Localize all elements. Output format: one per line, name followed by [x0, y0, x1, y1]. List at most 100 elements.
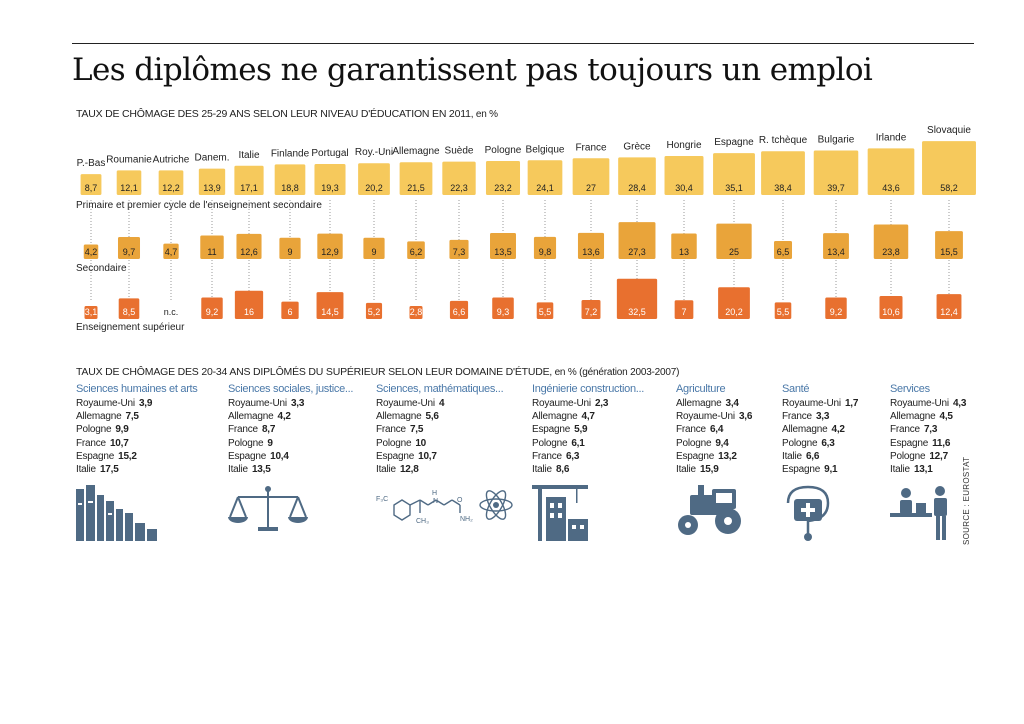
domain-row: France 3,3 — [782, 410, 922, 423]
country-name: Espagne — [782, 464, 821, 476]
domain-title: Ingénierie construction... — [532, 383, 645, 395]
bar-square — [281, 301, 299, 319]
bar-square — [718, 287, 750, 319]
rate-value: 10,7 — [418, 450, 437, 462]
value-label: 43,6 — [882, 183, 900, 193]
series-label-1: Secondaire — [76, 263, 127, 274]
value-label: 24,1 — [536, 183, 554, 193]
country-name: Royaume-Uni — [890, 398, 949, 409]
value-label: 15,5 — [940, 247, 958, 257]
domain-row: France 7,3 — [890, 423, 1024, 436]
domain-row: Italie 17,5 — [76, 463, 216, 476]
domain-row: Pologne 6,1 — [532, 437, 672, 450]
value-label: 13,6 — [582, 247, 600, 257]
molecule-label: H — [432, 490, 437, 497]
country-name: Allemagne — [228, 411, 274, 423]
rate-value: 6,3 — [565, 450, 580, 462]
domain-column: Services Royaume-Uni 4,3 Allemagne 4,5 France… — [890, 383, 1024, 540]
scales-icon — [228, 483, 308, 540]
bar-square — [201, 297, 223, 319]
rate-value: 6,1 — [571, 437, 585, 449]
country-name: Allemagne — [376, 411, 422, 423]
value-label: 30,4 — [675, 183, 693, 193]
bar-square — [618, 222, 656, 259]
top-rule — [72, 43, 974, 44]
books-icon — [76, 483, 158, 546]
rate-value: 9,1 — [824, 464, 838, 476]
domain-row: France 8,7 — [228, 423, 368, 436]
bar-square — [761, 151, 805, 195]
domain-row: Italie 13,5 — [228, 463, 368, 476]
country-name: Espagne — [228, 450, 267, 462]
rate-value: 6,4 — [709, 424, 724, 436]
rate-value: 8,6 — [555, 464, 570, 476]
value-label: 20,2 — [365, 183, 383, 193]
country-label: Bulgarie — [818, 134, 855, 145]
bar-square — [533, 236, 557, 259]
value-label: 5,2 — [368, 307, 381, 317]
domain-row: Royaume-Uni 4 — [376, 397, 516, 410]
value-label: 14,5 — [321, 307, 339, 317]
country-name: Royaume-Uni — [532, 398, 591, 409]
bar-square — [317, 233, 343, 259]
value-label: 13,5 — [494, 247, 512, 257]
country-label: Pologne — [485, 145, 522, 156]
domain-row: France 7,5 — [376, 423, 516, 436]
domain-row: Allemagne 4,2 — [228, 410, 368, 423]
value-label: 7,2 — [585, 307, 598, 317]
country-name: Italie — [532, 464, 552, 476]
value-label: 9 — [287, 247, 292, 257]
bar-square — [490, 233, 516, 259]
tractor-icon — [676, 483, 744, 540]
rate-value: 5,9 — [574, 424, 588, 436]
value-label: 9,3 — [497, 307, 510, 317]
value-label: 8,5 — [123, 307, 136, 317]
value-label: 9,2 — [206, 307, 219, 317]
bar-square — [449, 239, 469, 259]
bar-square — [84, 306, 98, 319]
country-label: R. tchèque — [759, 135, 808, 146]
country-label: Hongrie — [666, 140, 701, 151]
bar-square — [200, 235, 224, 259]
country-name: Espagne — [676, 450, 715, 462]
country-name: Royaume-Uni — [782, 398, 841, 409]
rate-value: 9,9 — [115, 424, 129, 436]
rate-value: 17,5 — [99, 464, 119, 476]
bar-square — [581, 300, 601, 319]
bar-square — [485, 160, 521, 195]
value-label: 12,1 — [120, 183, 138, 193]
unemployment-by-education-chart: Primaire et premier cycle de l'enseignem… — [76, 125, 976, 333]
country-name: Pologne — [228, 437, 264, 449]
domain-row: Allemagne 3,4 — [676, 397, 816, 410]
value-label: 9,2 — [830, 307, 843, 317]
value-label: 12,4 — [940, 307, 958, 317]
country-name: France — [676, 424, 706, 436]
bar-square — [536, 302, 554, 319]
rate-value: 4,3 — [952, 398, 967, 409]
bar-square — [449, 300, 469, 319]
value-label: 16 — [244, 307, 254, 317]
bar-square — [116, 170, 142, 195]
domain-column: Sciences sociales, justice... Royaume-Uni… — [228, 383, 368, 531]
bar-square — [314, 163, 346, 195]
value-label: 20,2 — [725, 307, 743, 317]
bar-square — [492, 297, 514, 319]
bar-square — [407, 241, 425, 259]
value-label: 23,8 — [882, 247, 900, 257]
domain-row: Espagne 10,7 — [376, 450, 516, 463]
bar-square — [813, 150, 859, 195]
bar-square — [867, 148, 915, 195]
value-label: 9,8 — [539, 247, 552, 257]
rate-value: 13,1 — [913, 464, 933, 476]
domain-row: Allemagne 4,7 — [532, 410, 672, 423]
country-name: Italie — [228, 464, 248, 476]
domain-row: Allemagne 5,6 — [376, 410, 516, 423]
molecule-label: NH₂ — [460, 516, 473, 523]
domain-row: Pologne 9 — [228, 437, 368, 450]
country-name: Espagne — [376, 450, 415, 462]
value-label: 11 — [207, 247, 216, 257]
country-label: Finlande — [271, 148, 310, 159]
domain-row: Royaume-Uni 1,7 — [782, 397, 922, 410]
domain-row: Pologne 10 — [376, 437, 516, 450]
service-desk-icon — [890, 483, 960, 546]
